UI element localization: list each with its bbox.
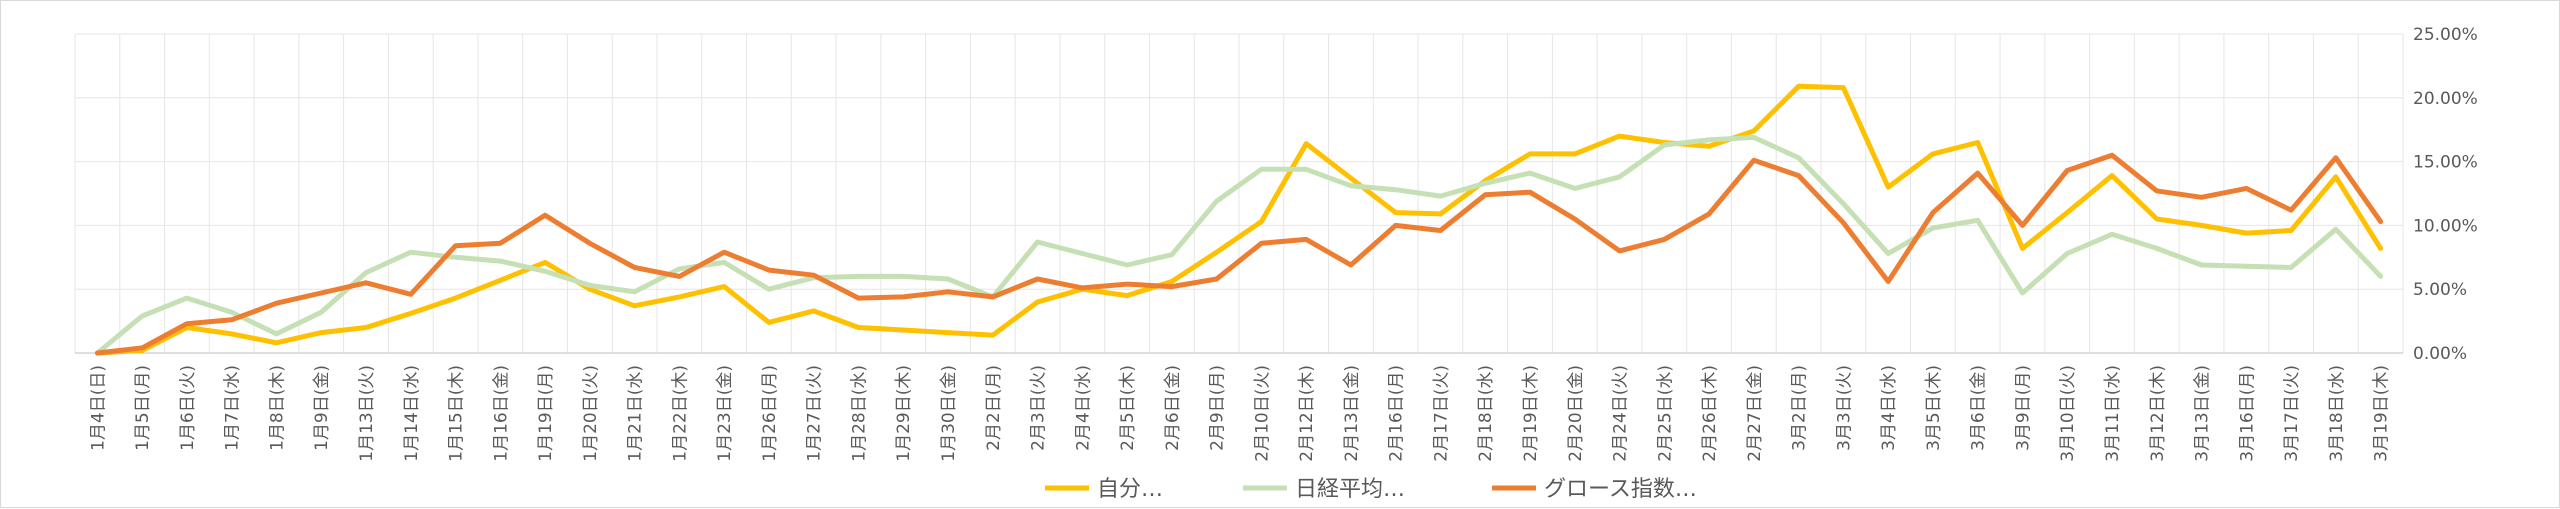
y-tick-label: 10.00% <box>2413 216 2478 236</box>
legend: 自分… 日経平均… グロース指数… <box>1045 477 1697 502</box>
y-tick-label: 5.00% <box>2413 280 2467 300</box>
x-tick-label: 2月6日(金) <box>1163 365 1183 451</box>
legend-label-3: グロース指数… <box>1544 477 1697 502</box>
legend-label-2: 日経平均… <box>1295 477 1405 502</box>
series-lines <box>94 83 2384 356</box>
series-line-2 <box>94 134 2384 356</box>
x-tick-label: 2月13日(金) <box>1342 365 1362 462</box>
x-tick-label: 2月24日(火) <box>1611 365 1631 462</box>
x-tick-label: 2月3日(火) <box>1029 365 1049 451</box>
y-tick-label: 20.00% <box>2413 89 2478 109</box>
y-tick-label: 0.00% <box>2413 344 2467 364</box>
x-tick-label: 2月4日(水) <box>1073 365 1093 451</box>
x-tick-label: 3月4日(水) <box>1879 365 1899 451</box>
x-tick-label: 1月7日(水) <box>223 365 243 451</box>
x-tick-label: 1月26日(月) <box>760 365 780 462</box>
x-tick-label: 1月23日(金) <box>715 365 735 462</box>
x-tick-label: 3月17日(火) <box>2282 365 2302 462</box>
x-tick-label: 3月10日(火) <box>2058 365 2078 462</box>
x-tick-label: 1月21日(水) <box>626 365 646 462</box>
x-tick-label: 2月2日(月) <box>984 365 1004 451</box>
x-axis-tick-labels: 1月4日(日) 1月5日(月) 1月6日(火) 1月7日(水) 1月8日(木) 1月9日(… <box>88 365 2391 462</box>
x-tick-label: 2月26日(木) <box>1700 365 1720 462</box>
x-tick-label: 3月6日(金) <box>1969 365 1989 451</box>
x-tick-label: 1月29日(木) <box>894 365 914 462</box>
x-tick-label: 3月19日(木) <box>2372 365 2392 462</box>
x-tick-label: 2月5日(木) <box>1118 365 1138 451</box>
x-tick-label: 3月16日(月) <box>2237 365 2257 462</box>
x-tick-label: 3月11日(水) <box>2103 365 2123 462</box>
x-tick-label: 1月20日(火) <box>581 365 601 462</box>
y-tick-label: 15.00% <box>2413 153 2478 173</box>
x-tick-label: 3月18日(水) <box>2327 365 2347 462</box>
x-tick-label: 1月15日(木) <box>447 365 467 462</box>
legend-label-1: 自分… <box>1097 477 1163 502</box>
x-tick-label: 1月19日(月) <box>536 365 556 462</box>
x-tick-label: 3月13日(金) <box>2193 365 2213 462</box>
x-tick-label: 1月13日(火) <box>357 365 377 462</box>
x-tick-label: 2月16日(月) <box>1387 365 1407 462</box>
x-tick-label: 1月30日(金) <box>939 365 959 462</box>
gridlines <box>74 33 2404 354</box>
x-tick-label: 2月18日(水) <box>1476 365 1496 462</box>
x-tick-label: 1月28日(水) <box>849 365 869 462</box>
y-tick-label: 25.00% <box>2413 25 2478 45</box>
x-tick-label: 3月12日(木) <box>2148 365 2168 462</box>
x-tick-label: 1月6日(火) <box>178 365 198 451</box>
x-tick-label: 2月17日(火) <box>1431 365 1451 462</box>
x-tick-label: 3月3日(火) <box>1834 365 1854 451</box>
x-tick-label: 1月9日(金) <box>312 365 332 451</box>
x-tick-label: 2月12日(木) <box>1297 365 1317 462</box>
x-tick-label: 2月25日(水) <box>1655 365 1675 462</box>
x-tick-label: 2月10日(火) <box>1252 365 1272 462</box>
x-tick-label: 2月9日(月) <box>1208 365 1228 451</box>
x-tick-label: 2月27日(金) <box>1745 365 1765 462</box>
x-tick-label: 3月5日(木) <box>1924 365 1944 451</box>
x-tick-label: 1月22日(木) <box>670 365 690 462</box>
x-tick-label: 1月8日(木) <box>267 365 287 451</box>
y-axis-tick-labels: 0.00% 5.00% 10.00% 15.00% 20.00% 25.00% <box>2413 25 2478 364</box>
x-tick-label: 3月9日(月) <box>2013 365 2033 451</box>
x-tick-label: 1月14日(水) <box>402 365 422 462</box>
x-tick-label: 1月4日(日) <box>88 365 108 451</box>
x-tick-label: 2月20日(金) <box>1566 365 1586 462</box>
x-tick-label: 1月5日(月) <box>133 365 153 451</box>
x-tick-label: 1月16日(金) <box>491 365 511 462</box>
series-line-3 <box>94 152 2384 356</box>
x-tick-label: 2月19日(木) <box>1521 365 1541 462</box>
x-tick-label: 3月2日(月) <box>1790 365 1810 451</box>
x-tick-label: 1月27日(火) <box>805 365 825 462</box>
